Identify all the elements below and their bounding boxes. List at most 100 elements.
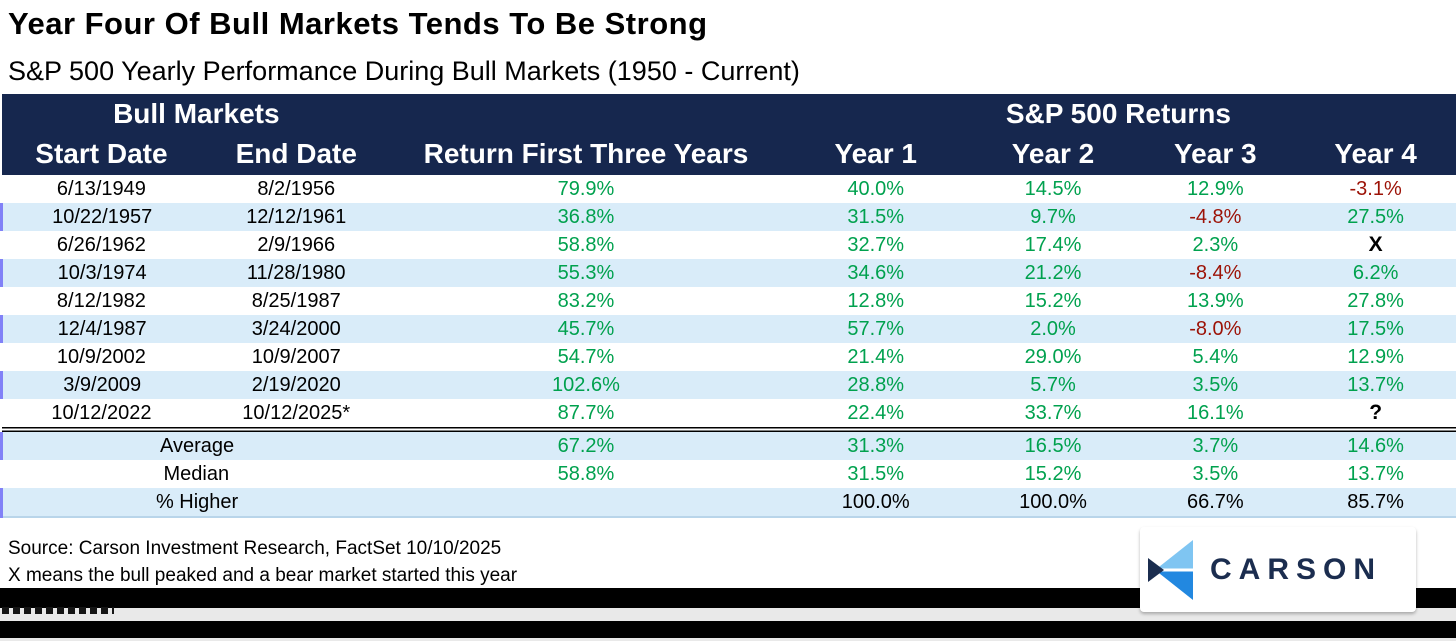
- value-cell: 21.2%: [970, 259, 1136, 287]
- page-subtitle: S&P 500 Yearly Performance During Bull M…: [8, 56, 800, 86]
- col-header-return-first-three-years: Return First Three Years: [391, 133, 781, 175]
- value-cell: 32.7%: [847, 233, 905, 256]
- table-row: 10/3/1974 11/28/1980 55.3% 34.6% 21.2% -8.4% 6…: [0, 259, 1456, 287]
- page-title: Year Four Of Bull Markets Tends To Be St…: [8, 6, 708, 41]
- col-header-year-4: Year 4: [1295, 133, 1456, 175]
- source-text: Source: Carson Investment Research, Fact…: [8, 538, 502, 559]
- group-header-spacer: [391, 94, 781, 133]
- summary-label: % Higher: [0, 488, 392, 518]
- summary-value-cell: 58.8%: [557, 462, 615, 485]
- col-header-year-1: Year 1: [780, 133, 971, 175]
- group-header-row: Bull Markets S&P 500 Returns: [1, 94, 1456, 133]
- summary-value-cell: 67.2%: [391, 432, 781, 460]
- date-cell: 6/13/1949: [56, 177, 146, 200]
- table-body: 6/13/1949 8/2/1956 79.9% 40.0% 14.5% 12.9% -3.…: [0, 175, 1456, 518]
- summary-value-cell: 13.7%: [1347, 462, 1404, 485]
- value-cell: 27.8%: [1347, 289, 1404, 312]
- value-cell: -8.0%: [1135, 315, 1296, 343]
- group-header-sp500-returns: S&P 500 Returns: [780, 94, 1456, 133]
- value-cell: 16.1%: [1186, 401, 1244, 424]
- summary-label: Median: [163, 462, 230, 485]
- value-cell: 34.6%: [780, 259, 971, 287]
- date-cell: 3/9/2009: [0, 371, 202, 399]
- carson-logo: CARSON: [1140, 527, 1416, 612]
- summary-value-cell: 3.7%: [1135, 432, 1296, 460]
- date-cell: 12/12/1961: [201, 203, 392, 231]
- summary-value-cell: 15.2%: [1024, 462, 1082, 485]
- column-header-row: Start Date End Date Return First Three Y…: [1, 133, 1456, 175]
- summary-value-cell: 31.3%: [780, 432, 971, 460]
- value-cell: 40.0%: [847, 177, 905, 200]
- bull-markets-table: Bull Markets S&P 500 Returns Start Date …: [0, 94, 1456, 518]
- summary-value-cell: 66.7%: [1135, 488, 1296, 518]
- value-cell: 17.4%: [1024, 233, 1082, 256]
- value-cell: 14.5%: [1024, 177, 1082, 200]
- date-cell: 8/25/1987: [251, 289, 341, 312]
- redaction-bar-bottom: [0, 621, 1456, 638]
- summary-value-cell: 100.0%: [970, 488, 1136, 518]
- date-cell: 12/4/1987: [0, 315, 202, 343]
- table-row: 3/9/2009 2/19/2020 102.6% 28.8% 5.7% 3.5% 13.7…: [0, 371, 1456, 399]
- date-cell: 2/9/1966: [257, 233, 336, 256]
- date-cell: 10/22/1957: [0, 203, 202, 231]
- summary-separator: [1, 427, 1456, 432]
- value-cell: 87.7%: [557, 401, 615, 424]
- value-cell: 22.4%: [847, 401, 905, 424]
- table-row: 8/12/1982 8/25/1987 83.2% 12.8% 15.2% 13.9% 27…: [2, 287, 1456, 315]
- summary-value-cell: 16.5%: [970, 432, 1136, 460]
- footnote-text: X means the bull peaked and a bear marke…: [8, 565, 518, 586]
- summary-value-cell: 85.7%: [1295, 488, 1456, 518]
- redaction-bar-top: [0, 588, 1456, 608]
- value-cell: 36.8%: [391, 203, 781, 231]
- value-cell: 3.5%: [1135, 371, 1296, 399]
- value-cell: 6.2%: [1295, 259, 1456, 287]
- value-cell: 13.9%: [1186, 289, 1244, 312]
- group-header-bull-markets: Bull Markets: [1, 94, 392, 133]
- summary-value-cell: [391, 488, 781, 518]
- value-cell: 54.7%: [557, 345, 615, 368]
- value-cell: -3.1%: [1349, 177, 1402, 200]
- value-cell: 13.7%: [1295, 371, 1456, 399]
- value-cell: 21.4%: [847, 345, 905, 368]
- date-cell: 10/9/2002: [56, 345, 146, 368]
- carson-logo-text: CARSON: [1210, 552, 1383, 586]
- date-cell: 10/12/2025*: [242, 401, 351, 424]
- value-cell: 33.7%: [1024, 401, 1082, 424]
- summary-value-cell: 14.6%: [1295, 432, 1456, 460]
- value-cell: 57.7%: [780, 315, 971, 343]
- summary-row: % Higher 100.0% 100.0% 66.7% 85.7%: [0, 488, 1456, 518]
- summary-row: Median 58.8% 31.5% 15.2% 3.5% 13.7%: [2, 460, 1456, 488]
- date-cell: 2/19/2020: [201, 371, 392, 399]
- value-cell: 12.9%: [1347, 345, 1404, 368]
- value-cell: 45.7%: [391, 315, 781, 343]
- value-cell: 55.3%: [391, 259, 781, 287]
- date-cell: 10/9/2007: [251, 345, 341, 368]
- value-cell: 12.8%: [847, 289, 905, 312]
- value-cell: 79.9%: [557, 177, 615, 200]
- table-row: 10/12/2022 10/12/2025* 87.7% 22.4% 33.7% 16.1…: [2, 399, 1456, 427]
- date-cell: 10/3/1974: [0, 259, 202, 287]
- summary-row: Average 67.2% 31.3% 16.5% 3.7% 14.6%: [0, 432, 1456, 460]
- date-cell: 8/12/1982: [56, 289, 146, 312]
- table-row: 10/22/1957 12/12/1961 36.8% 31.5% 9.7% -4.8% 2…: [0, 203, 1456, 231]
- value-cell: 31.5%: [780, 203, 971, 231]
- value-cell: 9.7%: [970, 203, 1136, 231]
- value-cell: 27.5%: [1295, 203, 1456, 231]
- value-cell: -8.4%: [1135, 259, 1296, 287]
- table-row: 10/9/2002 10/9/2007 54.7% 21.4% 29.0% 5.4% 12.…: [2, 343, 1456, 371]
- value-cell: 12.9%: [1186, 177, 1244, 200]
- value-cell: 17.5%: [1295, 315, 1456, 343]
- value-cell: 2.0%: [970, 315, 1136, 343]
- table-row: 6/26/1962 2/9/1966 58.8% 32.7% 17.4% 2.3% X: [2, 231, 1456, 259]
- value-cell: 83.2%: [557, 289, 615, 312]
- summary-label: Average: [0, 432, 392, 460]
- col-header-year-2: Year 2: [970, 133, 1136, 175]
- value-cell: X: [1368, 233, 1383, 256]
- value-cell: 5.7%: [970, 371, 1136, 399]
- summary-value-cell: 31.5%: [847, 462, 905, 485]
- date-cell: 11/28/1980: [201, 259, 392, 287]
- value-cell: 2.3%: [1192, 233, 1239, 256]
- carson-logo-icon: [1148, 539, 1193, 600]
- summary-value-cell: 3.5%: [1192, 462, 1239, 485]
- table-row: 12/4/1987 3/24/2000 45.7% 57.7% 2.0% -8.0% 17.…: [0, 315, 1456, 343]
